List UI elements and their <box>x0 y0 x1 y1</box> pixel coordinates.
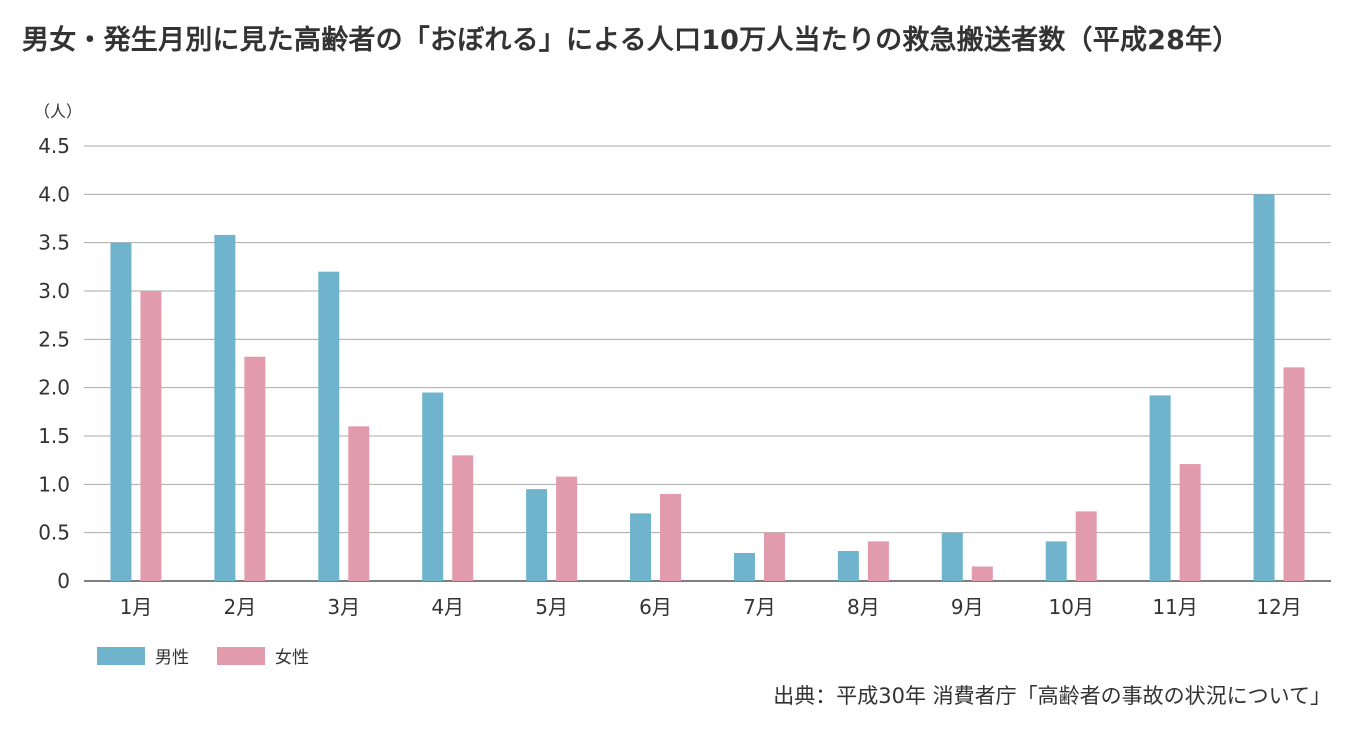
source-note: 出典：平成30年 消費者庁「高齢者の事故の状況について」 <box>773 684 1331 708</box>
legend-item-male: 男性 <box>97 643 189 668</box>
legend-label-male: 男性 <box>155 648 189 668</box>
legend-item-female: 女性 <box>217 643 309 668</box>
bar-female <box>244 356 266 581</box>
y-axis-unit-label: （人） <box>34 102 82 121</box>
x-tick-label: 5月 <box>535 595 568 619</box>
bar-male <box>1045 541 1067 581</box>
y-axis-ticks: 0 0.5 1.0 1.5 2.0 2.5 3.0 3.5 4.0 4.5 <box>38 134 70 593</box>
bars <box>110 194 1305 582</box>
bar-female <box>348 426 370 581</box>
bar-male <box>630 513 652 581</box>
bar-male <box>837 551 859 581</box>
bar-female <box>140 291 162 581</box>
y-tick-label: 3.0 <box>38 279 70 303</box>
bar-male <box>422 392 444 581</box>
bar-female <box>971 566 993 581</box>
y-tick-label: 3.5 <box>38 231 70 255</box>
gridlines <box>84 145 1331 582</box>
y-tick-label: 4.0 <box>38 182 70 206</box>
legend-label-female: 女性 <box>275 648 309 668</box>
bar-female <box>556 476 578 581</box>
y-tick-label: 0 <box>57 569 70 593</box>
bar-male <box>941 532 963 581</box>
bar-male <box>318 271 340 581</box>
y-tick-label: 0.5 <box>38 521 70 545</box>
y-tick-label: 4.5 <box>38 134 70 158</box>
x-tick-label: 11月 <box>1152 595 1197 619</box>
x-tick-label: 10月 <box>1048 595 1093 619</box>
bar-female <box>1179 464 1201 581</box>
x-tick-label: 3月 <box>327 595 360 619</box>
bar-female <box>452 455 474 581</box>
x-tick-label: 4月 <box>431 595 464 619</box>
bar-male <box>1149 395 1171 581</box>
bar-female <box>660 494 682 581</box>
y-tick-label: 2.5 <box>38 327 70 351</box>
bar-male <box>1253 194 1275 582</box>
legend-swatch-male <box>97 646 145 665</box>
x-tick-label: 7月 <box>743 595 776 619</box>
bar-female <box>763 532 785 581</box>
legend-swatch-female <box>217 646 265 665</box>
bar-female <box>867 541 889 581</box>
bar-female <box>1075 511 1097 581</box>
bar-male <box>526 489 548 581</box>
y-tick-label: 1.5 <box>38 424 70 448</box>
bar-chart: （人） 0 0.5 1.0 1.5 2.0 2.5 3.0 3.5 4.0 4.5 1月 2月 3月 4… <box>34 102 1331 619</box>
chart-title: 男女・発生月別に見た高齢者の「おぼれる」による人口10万人当たりの救急搬送者数（… <box>22 25 1240 56</box>
bar-male <box>733 552 755 581</box>
x-axis-ticks: 1月 2月 3月 4月 5月 6月 7月 8月 9月 10月 11月 12月 <box>120 595 1302 619</box>
y-tick-label: 2.0 <box>38 376 70 400</box>
x-tick-label: 1月 <box>120 595 153 619</box>
x-tick-label: 8月 <box>847 595 880 619</box>
x-tick-label: 2月 <box>224 595 257 619</box>
legend: 男性 女性 <box>97 643 309 668</box>
x-tick-label: 6月 <box>639 595 672 619</box>
x-tick-label: 9月 <box>951 595 984 619</box>
bar-male <box>110 242 132 581</box>
y-tick-label: 1.0 <box>38 472 70 496</box>
bar-male <box>214 234 236 581</box>
x-tick-label: 12月 <box>1256 595 1301 619</box>
bar-female <box>1283 367 1305 581</box>
